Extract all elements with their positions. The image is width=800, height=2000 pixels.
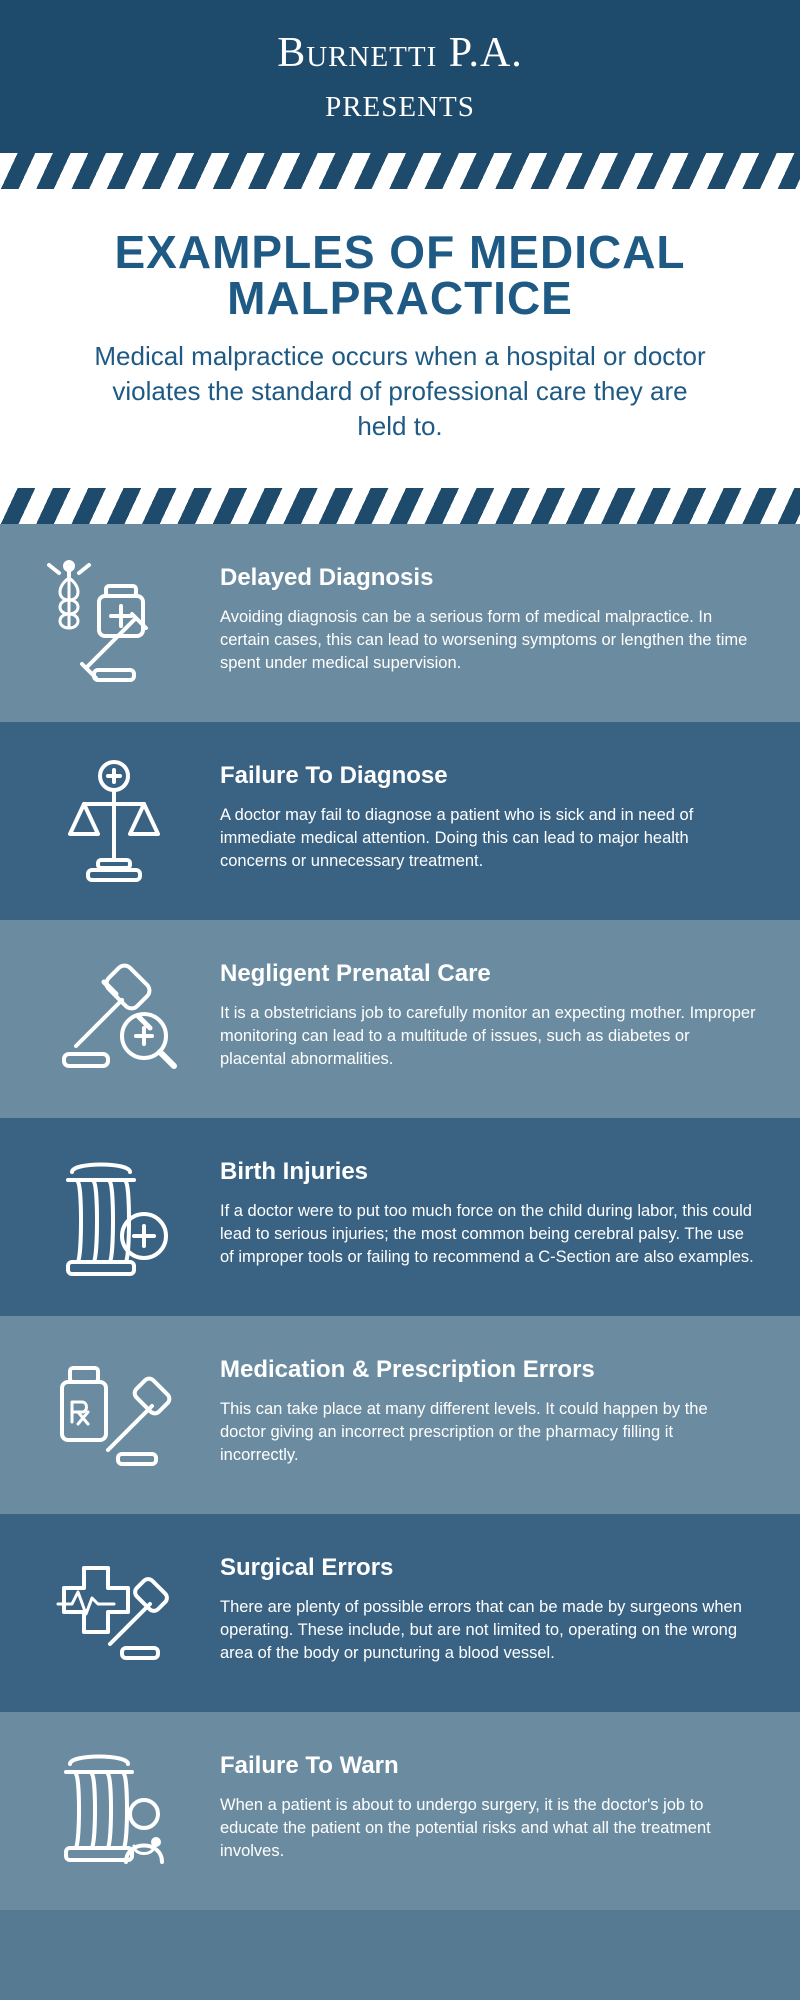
malpractice-item: Delayed Diagnosis Avoiding diagnosis can… [0,524,800,722]
item-body: Failure To Diagnose A doctor may fail to… [220,756,756,873]
header: Burnetti P.A. presents [0,0,800,153]
item-desc: There are plenty of possible errors that… [220,1596,756,1665]
item-title: Birth Injuries [220,1158,756,1186]
item-title: Failure To Warn [220,1752,756,1780]
header-line1: Burnetti P.A. [277,30,523,76]
header-line2: presents [325,80,475,126]
item-body: Surgical Errors There are plenty of poss… [220,1548,756,1665]
malpractice-item: Negligent Prenatal Care It is a obstetri… [0,920,800,1118]
item-body: Failure To Warn When a patient is about … [220,1746,756,1863]
stripe-divider [0,153,800,189]
stripe-divider [0,488,800,524]
malpractice-item: Medication & Prescription Errors This ca… [0,1316,800,1514]
item-desc: This can take place at many different le… [220,1398,756,1467]
item-body: Birth Injuries If a doctor were to put t… [220,1152,756,1269]
malpractice-item: Birth Injuries If a doctor were to put t… [0,1118,800,1316]
item-title: Failure To Diagnose [220,762,756,790]
item-body: Negligent Prenatal Care It is a obstetri… [220,954,756,1071]
intro-text: Medical malpractice occurs when a hospit… [90,339,710,444]
item-desc: It is a obstetricians job to carefully m… [220,1002,756,1071]
malpractice-item: Failure To Diagnose A doctor may fail to… [0,722,800,920]
item-desc: Avoiding diagnosis can be a serious form… [220,606,756,675]
caduceus-gavel-icon [44,558,184,688]
pillar-cross-icon [44,1152,184,1282]
pillar-doctor-icon [44,1746,184,1876]
malpractice-item: Surgical Errors There are plenty of poss… [0,1514,800,1712]
page-title: EXAMPLES OF MEDICAL MALPRACTICE [40,229,760,321]
malpractice-item: Failure To Warn When a patient is about … [0,1712,800,1910]
item-title: Delayed Diagnosis [220,564,756,592]
item-desc: When a patient is about to undergo surge… [220,1794,756,1863]
item-title: Negligent Prenatal Care [220,960,756,988]
item-title: Surgical Errors [220,1554,756,1582]
gavel-magnifier-icon [44,954,184,1084]
cross-heartbeat-gavel-icon [44,1548,184,1678]
item-body: Delayed Diagnosis Avoiding diagnosis can… [220,558,756,675]
scales-cross-icon [44,756,184,886]
item-desc: A doctor may fail to diagnose a patient … [220,804,756,873]
item-desc: If a doctor were to put too much force o… [220,1200,756,1269]
header-title: Burnetti P.A. presents [20,28,780,129]
item-body: Medication & Prescription Errors This ca… [220,1350,756,1467]
rx-gavel-icon [44,1350,184,1480]
item-title: Medication & Prescription Errors [220,1356,756,1384]
intro-section: EXAMPLES OF MEDICAL MALPRACTICE Medical … [0,189,800,488]
